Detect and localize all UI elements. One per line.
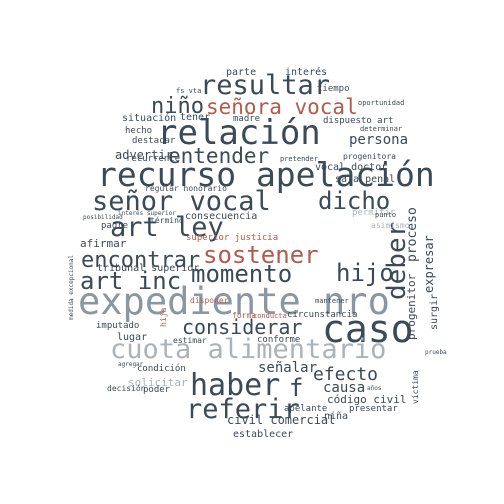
word-efecto: efecto bbox=[313, 364, 379, 385]
word-progenitora: progenitora bbox=[343, 152, 396, 161]
word-referir: referir bbox=[186, 394, 300, 425]
word-sostener: sostener bbox=[203, 241, 319, 269]
word-imputado: imputado bbox=[96, 321, 140, 331]
word-dicho: dicho bbox=[318, 187, 391, 215]
word-vocal-doctor: vocal doctor bbox=[315, 162, 388, 173]
word-recurrente: recurrente bbox=[126, 154, 181, 164]
word-tener: tener bbox=[180, 112, 211, 123]
word-art-inc: art inc bbox=[80, 267, 182, 295]
word-afirmar: afirmar bbox=[80, 237, 127, 250]
word-destacar: destacar bbox=[132, 136, 176, 146]
word-resultar: resultar bbox=[200, 70, 331, 101]
word-permitir: permitir bbox=[352, 208, 396, 218]
word-cuota-alimentario: cuota alimentario bbox=[110, 334, 387, 365]
word-victima: víctima bbox=[411, 370, 420, 404]
word-establecer: establecer bbox=[233, 429, 294, 440]
word-tribunal-superior: tribunal superior bbox=[97, 263, 200, 274]
word-nina: niña bbox=[324, 411, 349, 422]
word-padre: padre bbox=[101, 221, 129, 231]
word-termino: término bbox=[150, 216, 184, 225]
word-proceso: proceso bbox=[405, 207, 420, 262]
word-expediente-nro: expediente nro bbox=[78, 280, 390, 323]
word-interes: interés bbox=[285, 67, 328, 78]
word-parte: parte bbox=[226, 67, 257, 78]
word-anos: años bbox=[367, 385, 382, 392]
word-surgir: surgir bbox=[429, 293, 440, 330]
word-nino: niño bbox=[151, 94, 204, 119]
word-apelante: apelante bbox=[284, 404, 328, 414]
word-presentar: presentar bbox=[349, 404, 398, 414]
word-codigo-civil: código civil bbox=[327, 393, 407, 406]
word-regular-honorario: regular honorario bbox=[145, 184, 227, 193]
word-haber: haber bbox=[190, 368, 281, 403]
word-pretender: pretender bbox=[280, 155, 318, 163]
word-prueba: prueba bbox=[425, 349, 447, 356]
word-expresar: expresar bbox=[422, 235, 436, 293]
word-agregar: agregar bbox=[118, 361, 144, 368]
word-momento: momento bbox=[191, 260, 293, 288]
word-caso: caso bbox=[322, 307, 414, 351]
word-hija: hija bbox=[159, 307, 168, 327]
word-civil-comercial: civil comercial bbox=[227, 413, 336, 427]
word-conducta: conducta bbox=[253, 312, 287, 320]
word-oportunidad: oportunidad bbox=[358, 99, 405, 107]
word-conforme: conforme bbox=[257, 335, 301, 345]
word-sala-penal: sala penal bbox=[335, 174, 396, 185]
word-disponer: disponer bbox=[190, 296, 229, 305]
word-estimar: estimar bbox=[173, 336, 207, 345]
word-senora-vocal: señora vocal bbox=[206, 95, 358, 119]
word-punto: punto bbox=[375, 211, 397, 219]
word-senalar: señalar bbox=[258, 360, 318, 376]
word-situacion: situación bbox=[122, 113, 177, 124]
word-hecho: hecho bbox=[125, 126, 153, 136]
word-f: f bbox=[289, 374, 304, 402]
word-relacion: relación bbox=[157, 113, 321, 153]
word-determinar: determinar bbox=[360, 125, 403, 133]
word-art-ley: art ley bbox=[110, 212, 224, 243]
word-posibilidad: posibilidad bbox=[83, 214, 123, 221]
word-causa: causa bbox=[323, 380, 366, 396]
word-considerar: considerar bbox=[182, 315, 303, 339]
word-mantener: mantener bbox=[315, 297, 349, 305]
word-poder: poder bbox=[143, 385, 171, 395]
word-encontrar: encontrar bbox=[81, 248, 201, 273]
word-lugar: lugar bbox=[117, 332, 148, 343]
word-progenitor: progenitor bbox=[405, 273, 418, 340]
word-solicitar: solicitar bbox=[128, 376, 188, 389]
word-advertir: advertir bbox=[115, 148, 173, 162]
word-consecuencia: consecuencia bbox=[185, 211, 258, 222]
word-interes-superior: interés superior bbox=[118, 210, 176, 217]
word-entender: entender bbox=[168, 144, 270, 168]
word-hijo: hijo bbox=[336, 259, 394, 287]
word-circunstancia: circunstancia bbox=[287, 310, 358, 320]
word-superior-justicia: superior justicia bbox=[186, 233, 279, 243]
word-dispuesto-art: dispuesto art bbox=[323, 116, 394, 126]
word-condicion: condición bbox=[137, 364, 186, 374]
word-decision: decisión bbox=[107, 384, 146, 393]
word-persona: persona bbox=[349, 132, 409, 148]
word-asimismo: asimismo bbox=[371, 221, 410, 230]
word-madre: madre bbox=[233, 114, 261, 124]
word-tiempo: tiempo bbox=[317, 84, 350, 94]
word-senor-vocal: señor vocal bbox=[92, 186, 271, 217]
word-fs-vta: fs vta bbox=[176, 87, 202, 95]
word-medida-excepcional: medida excepcional bbox=[68, 254, 75, 320]
word-forma: forma bbox=[232, 311, 257, 320]
word-recurso-apelacion: recurso apelación bbox=[97, 155, 435, 194]
